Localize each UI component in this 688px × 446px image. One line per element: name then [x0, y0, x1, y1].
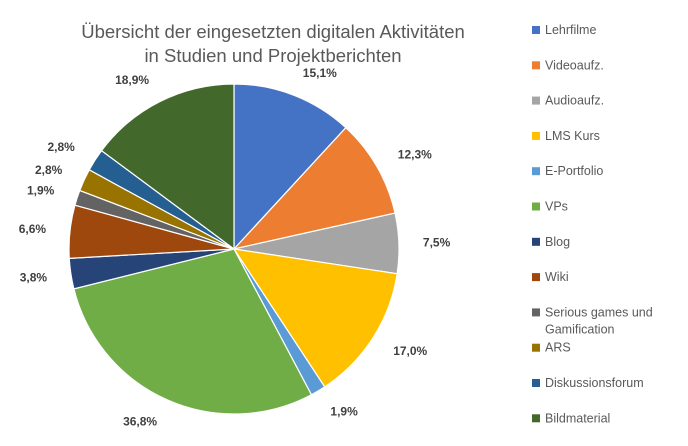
pie-slice-lehrfilme [233, 83, 347, 251]
legend-swatch-diskussionsforum [532, 379, 540, 387]
pie-slice-videoaufz [232, 126, 396, 251]
data-labels: 15,1% 12,3% 7,5% 17,0% 1,9% 36,8% 3,8% 6,6% 1,9%… [19, 66, 451, 429]
legend-label-vps: VPs [545, 200, 568, 214]
data-label-lms-kurs: 17,0% [393, 344, 427, 358]
legend-label-blog: Blog [545, 235, 570, 249]
legend-swatch-e-portfolio [532, 167, 540, 176]
legend-swatch-videoaufz [532, 61, 540, 70]
legend-label-videoaufz: Videoaufz. [545, 58, 604, 72]
legend-swatch-lehrfilme [532, 26, 540, 34]
pie-slice-lms-kurs [232, 248, 398, 388]
data-label-blog: 3,8% [20, 270, 48, 284]
data-label-vps: 36,8% [123, 415, 157, 429]
legend-swatch-vps [532, 202, 540, 211]
legend-label-serious-games-und-gamification-line-1: Serious games und [545, 305, 653, 319]
legend-label-audioaufz: Audioaufz. [545, 94, 604, 108]
legend-swatch-wiki [532, 273, 540, 282]
legend: Lehrfilme Videoaufz. Audioaufz. LMS Kurs E-P… [532, 23, 653, 425]
data-label-audioaufz: 7,5% [423, 236, 451, 250]
legend-label-bildmaterial: Bildmaterial [545, 411, 610, 425]
data-label-lehrfilme: 15,1% [303, 66, 337, 80]
legend-label-e-portfolio: E-Portfolio [545, 164, 603, 178]
pie-slices [68, 83, 400, 415]
pie-slice-vps [73, 248, 313, 415]
legend-swatch-lms-kurs [532, 131, 540, 140]
data-label-wiki: 6,6% [19, 222, 47, 236]
legend-label-lehrfilme: Lehrfilme [545, 23, 596, 37]
legend-swatch-bildmaterial [532, 414, 540, 423]
data-label-bildmaterial: 18,9% [115, 73, 149, 87]
chart-title-line-2: in Studien und Projektberichten [144, 45, 401, 66]
legend-swatch-audioaufz [532, 96, 540, 105]
legend-swatch-serious-games-und-gamification [532, 308, 540, 317]
legend-swatch-ars [532, 343, 540, 352]
data-label-diskussionsforum: 2,8% [47, 140, 75, 154]
legend-label-diskussionsforum: Diskussionsforum [545, 376, 644, 390]
legend-label-wiki: Wiki [545, 270, 569, 284]
legend-label-ars: ARS [545, 341, 571, 355]
data-label-serious-games-und-gamification: 1,9% [27, 183, 55, 197]
data-label-videoaufz: 12,3% [398, 148, 432, 162]
pie-slice-bildmaterial [100, 83, 235, 251]
data-label-e-portfolio: 1,9% [330, 405, 358, 419]
legend-label-serious-games-und-gamification-line-2: Gamification [545, 322, 615, 336]
chart-title-line-1: Übersicht der eingesetzten digitalen Akt… [81, 21, 465, 42]
data-label-ars: 2,8% [35, 163, 63, 177]
legend-label-lms-kurs: LMS Kurs [545, 129, 600, 143]
legend-swatch-blog [532, 237, 540, 246]
